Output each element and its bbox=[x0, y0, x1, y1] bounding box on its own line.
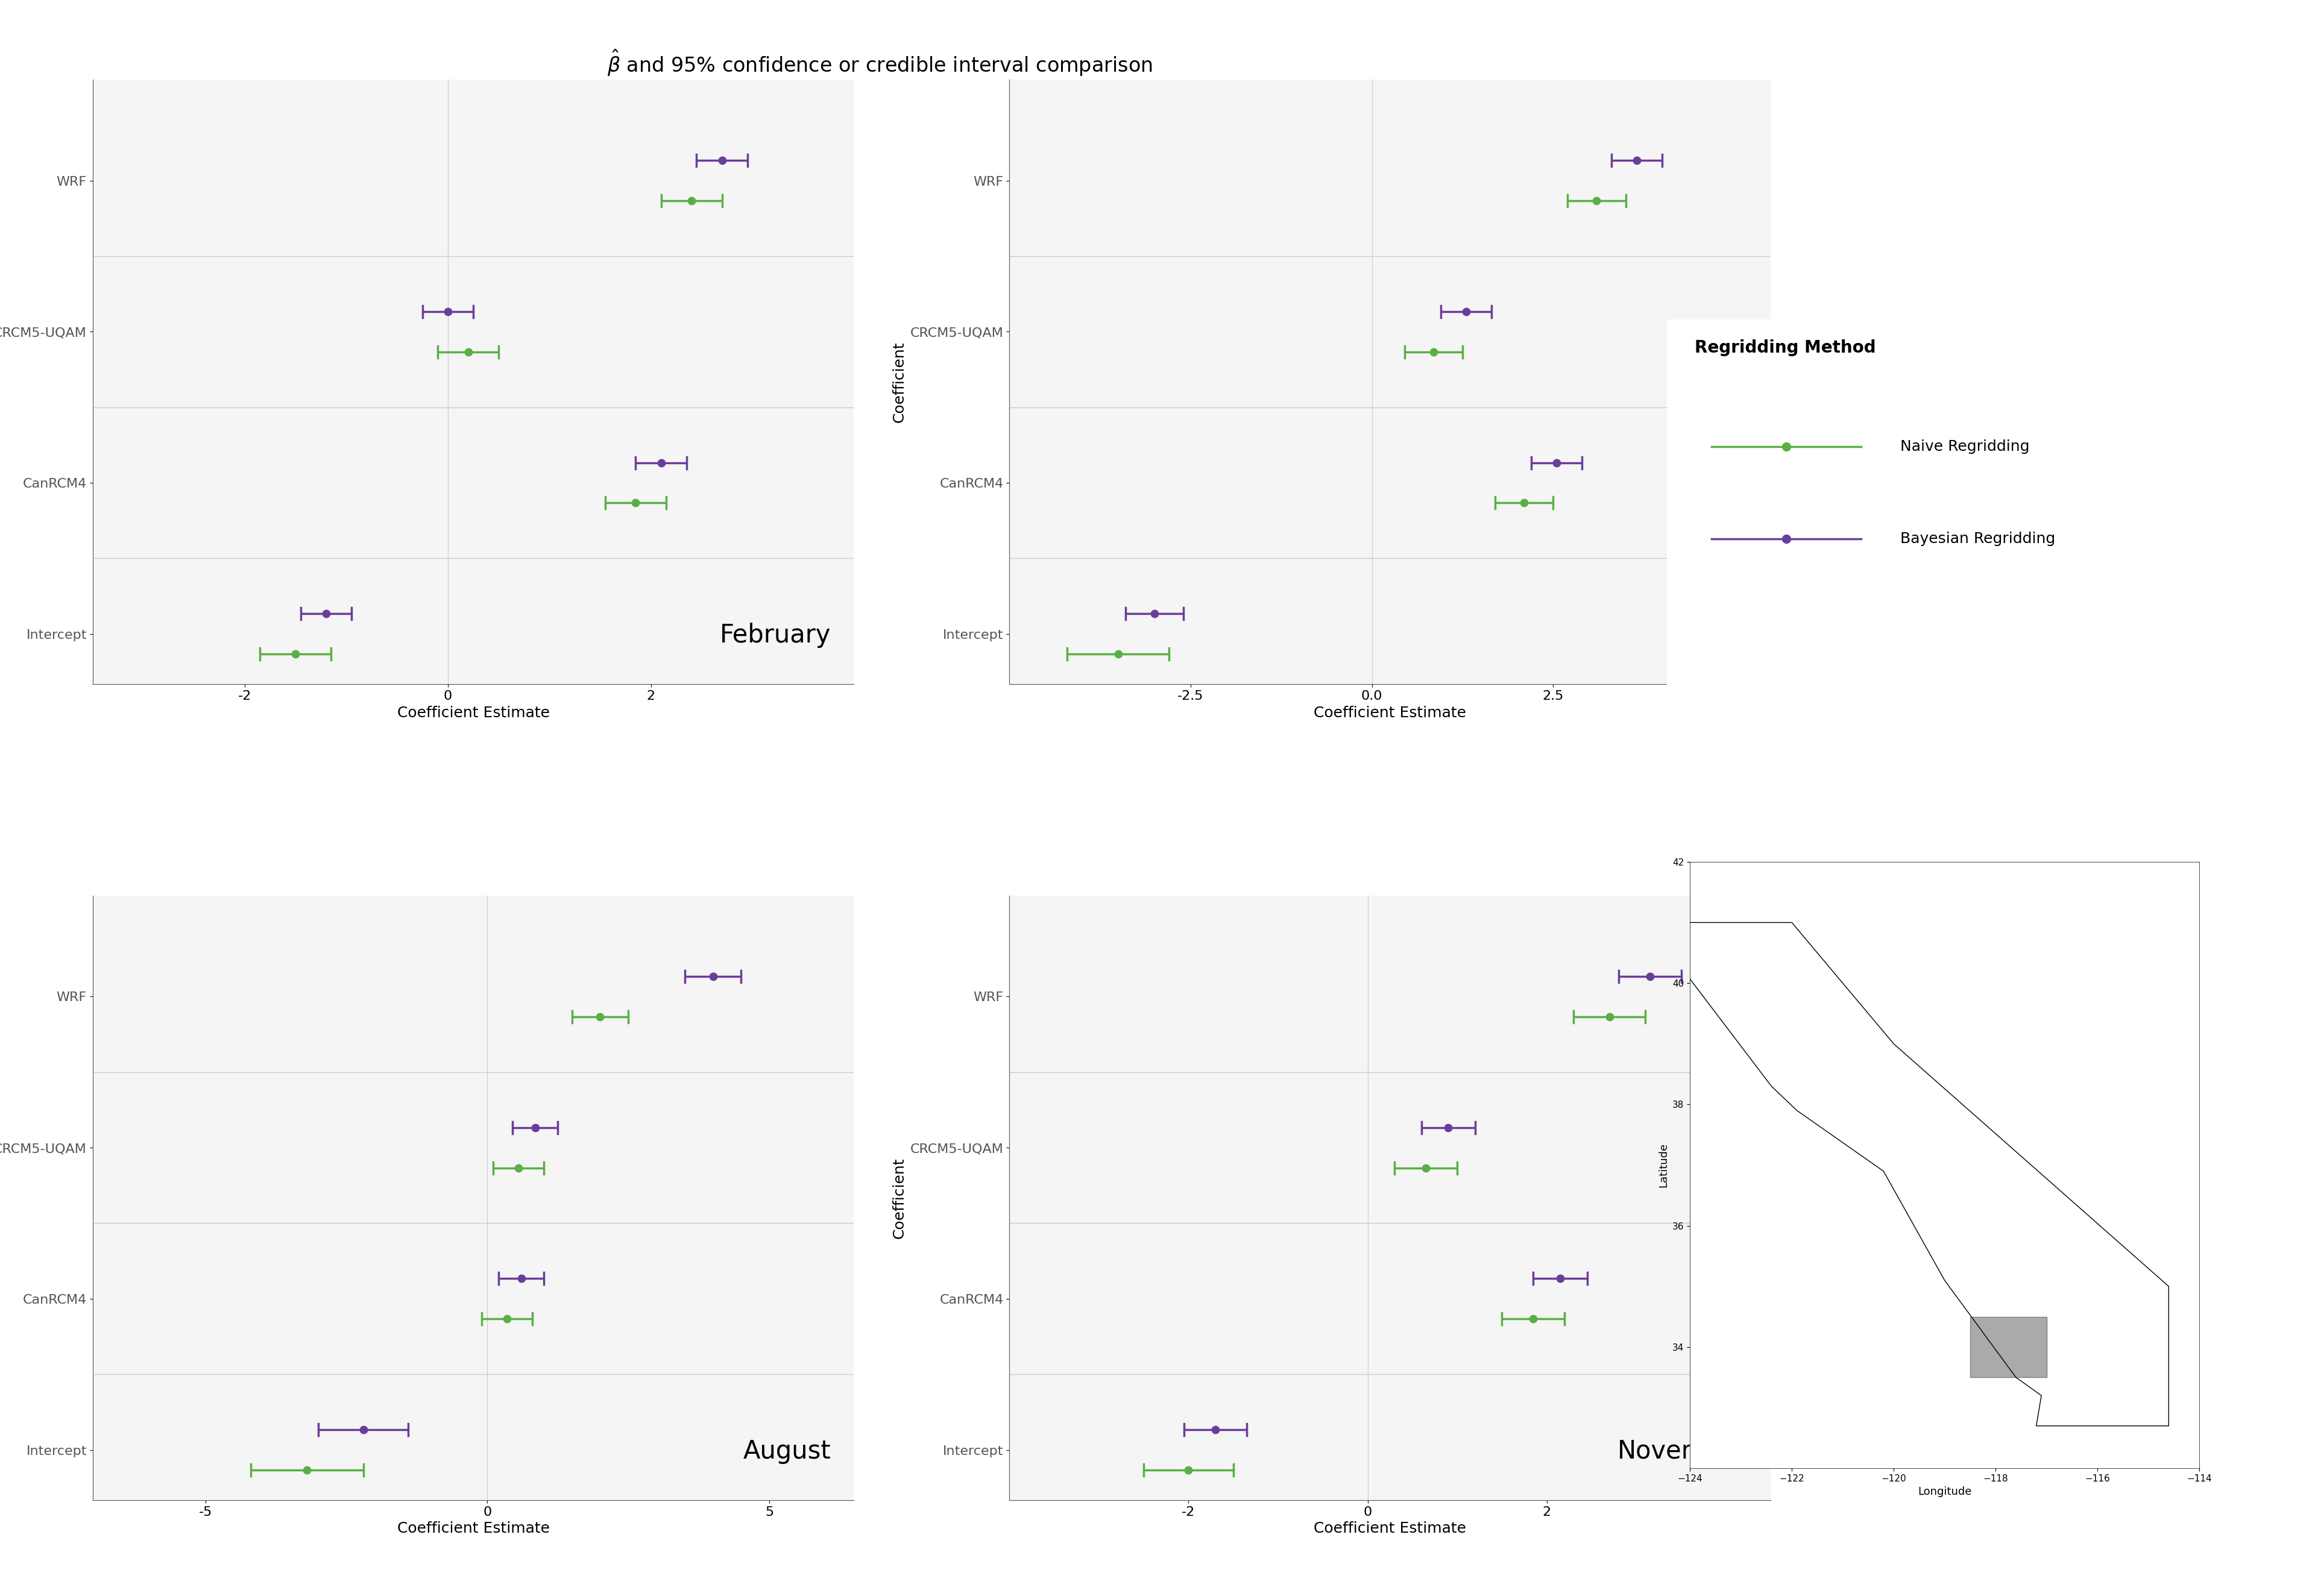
Text: August: August bbox=[743, 1438, 831, 1464]
Text: February: February bbox=[720, 622, 831, 648]
Bar bbox=[1970, 1317, 2046, 1377]
Text: $\hat{\beta}$ and 95% confidence or credible interval comparison: $\hat{\beta}$ and 95% confidence or cred… bbox=[607, 48, 1153, 78]
X-axis label: Coefficient Estimate: Coefficient Estimate bbox=[396, 705, 549, 720]
Text: November: November bbox=[1618, 1438, 1748, 1464]
Text: May: May bbox=[1697, 622, 1748, 648]
Y-axis label: Latitude: Latitude bbox=[1658, 1143, 1669, 1187]
X-axis label: Coefficient Estimate: Coefficient Estimate bbox=[396, 1521, 549, 1535]
X-axis label: Longitude: Longitude bbox=[1917, 1486, 1972, 1497]
Y-axis label: Coefficient: Coefficient bbox=[891, 1157, 907, 1238]
Y-axis label: Coefficient: Coefficient bbox=[891, 342, 907, 423]
Text: Naive Regridding: Naive Regridding bbox=[1901, 439, 2030, 455]
Text: Bayesian Regridding: Bayesian Regridding bbox=[1901, 531, 2056, 546]
X-axis label: Coefficient Estimate: Coefficient Estimate bbox=[1313, 705, 1465, 720]
Text: Regridding Method: Regridding Method bbox=[1695, 338, 1875, 356]
X-axis label: Coefficient Estimate: Coefficient Estimate bbox=[1313, 1521, 1465, 1535]
